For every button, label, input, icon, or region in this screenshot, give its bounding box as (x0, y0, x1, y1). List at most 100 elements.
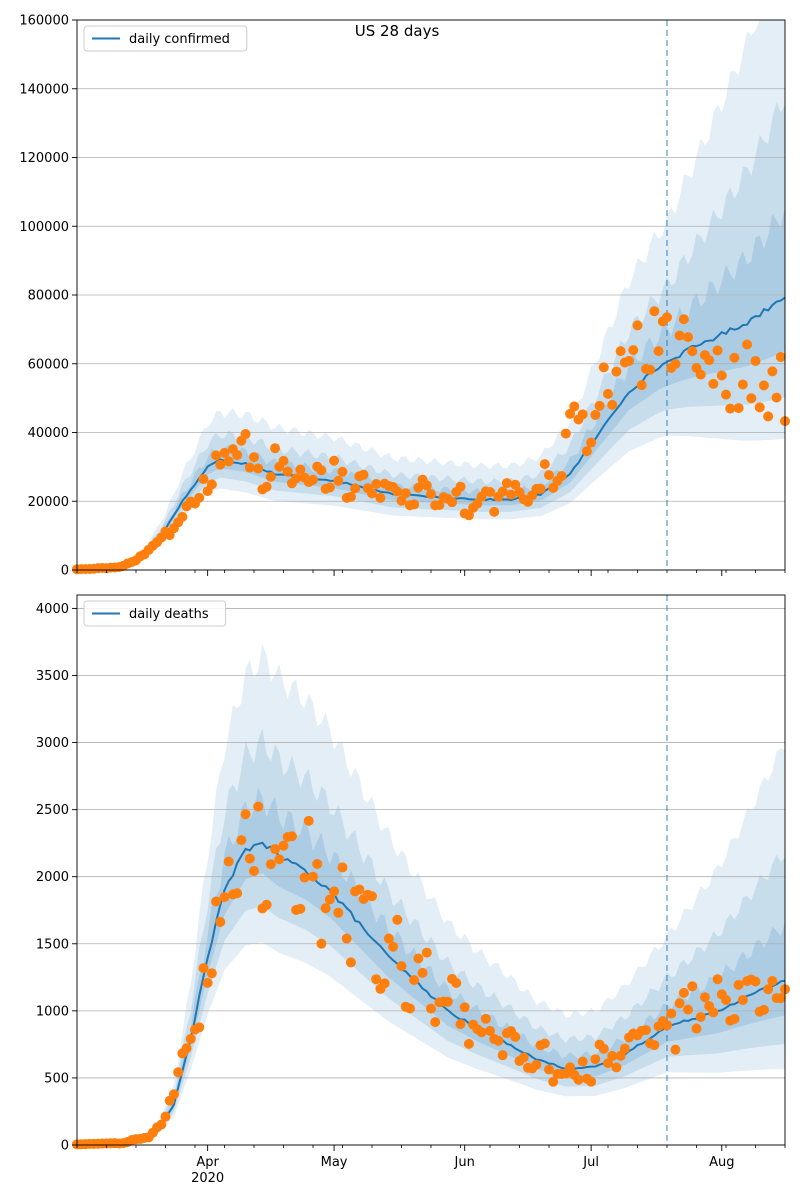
observed-point (708, 378, 719, 389)
observed-point (775, 351, 786, 362)
observed-point (708, 1007, 719, 1018)
observed-point (577, 409, 588, 420)
observed-point (392, 914, 403, 925)
observed-point (607, 399, 618, 410)
observed-point (299, 872, 310, 883)
observed-point (215, 916, 226, 927)
observed-point (455, 1019, 466, 1030)
observed-point (653, 346, 664, 357)
observed-point (746, 393, 757, 404)
y-tick-label: 100000 (19, 220, 69, 235)
observed-point (375, 492, 386, 503)
observed-point (223, 456, 234, 467)
y-tick-label: 120000 (19, 151, 69, 166)
observed-point (767, 366, 778, 377)
observed-point (678, 314, 689, 325)
observed-point (240, 429, 251, 440)
observed-point (489, 506, 500, 517)
observed-point (636, 380, 647, 391)
y-tick-label: 0 (61, 564, 69, 579)
observed-point (699, 992, 710, 1003)
observed-point (367, 891, 377, 902)
observed-point (497, 486, 508, 497)
observed-point (518, 1052, 529, 1063)
observed-point (396, 961, 407, 972)
observed-point (586, 437, 597, 448)
observed-point (274, 854, 285, 865)
observed-point (611, 1062, 622, 1073)
observed-point (404, 1003, 415, 1014)
observed-point (721, 389, 731, 400)
observed-points-deaths (72, 801, 790, 1150)
y-tick-label: 20000 (28, 495, 69, 510)
observed-point (531, 1059, 542, 1070)
observed-point (442, 996, 453, 1007)
observed-point (737, 994, 748, 1005)
y-tick-label: 60000 (28, 357, 69, 372)
observed-point (198, 963, 209, 974)
y-tick-label: 2500 (36, 803, 69, 818)
observed-point (615, 1050, 626, 1061)
y-tick-label: 3500 (36, 669, 69, 684)
observed-point (640, 1025, 651, 1036)
observed-point (409, 499, 420, 510)
observed-point (510, 479, 521, 490)
observed-point (156, 1119, 167, 1130)
legend-label-deaths: daily deaths (129, 607, 209, 622)
observed-point (253, 801, 264, 812)
observed-point (649, 306, 660, 317)
observed-point (303, 815, 314, 826)
observed-point (662, 1020, 672, 1031)
y-tick-label: 3000 (36, 736, 69, 751)
observed-point (645, 364, 656, 375)
observed-point (670, 1044, 681, 1055)
observed-point (430, 1017, 441, 1028)
observed-point (737, 379, 748, 390)
observed-point (565, 1062, 576, 1073)
y-tick-label: 2000 (36, 870, 69, 885)
observed-point (695, 369, 706, 380)
observed-point (565, 408, 576, 419)
observed-point (286, 831, 297, 842)
observed-point (750, 355, 761, 366)
observed-point (316, 938, 327, 949)
observed-point (316, 465, 327, 476)
observed-point (493, 1035, 504, 1046)
y-axis-confirmed: 0 20000 40000 60000 80000 100000 120000 140000 1… (19, 14, 77, 579)
observed-point (463, 1038, 474, 1049)
x-tick-label: Apr (196, 1155, 219, 1170)
observed-point (278, 455, 289, 466)
observed-point (324, 894, 335, 905)
observed-point (577, 1056, 588, 1067)
y-tick-label: 140000 (19, 82, 69, 97)
observed-point (308, 474, 318, 485)
observed-point (603, 388, 613, 399)
observed-point (725, 403, 736, 414)
observed-point (417, 967, 428, 978)
observed-point (670, 358, 681, 369)
observed-point (573, 1074, 584, 1085)
observed-point (270, 443, 281, 454)
observed-point (535, 483, 546, 494)
observed-point (278, 840, 289, 851)
observed-point (695, 1012, 706, 1023)
observed-point (594, 400, 605, 411)
observed-point (497, 1050, 508, 1061)
y-tick-label: 80000 (28, 289, 69, 304)
confidence-band-1 (77, 643, 785, 1145)
observed-point (337, 862, 348, 873)
legend-box (83, 25, 248, 52)
observed-point (666, 1008, 677, 1019)
observed-point (409, 975, 420, 986)
observed-point (733, 979, 744, 990)
observed-point (202, 977, 213, 988)
observed-point (742, 339, 753, 350)
observed-point (358, 469, 369, 480)
y-tick-label: 1500 (36, 937, 69, 952)
observed-point (544, 1064, 554, 1075)
observed-point (244, 853, 255, 864)
observed-point (421, 480, 432, 491)
chart-panel-deaths: 0 500 1000 1500 2000 2500 3000 3500 4000 Apr2020… (36, 594, 790, 1186)
observed-point (463, 510, 474, 521)
